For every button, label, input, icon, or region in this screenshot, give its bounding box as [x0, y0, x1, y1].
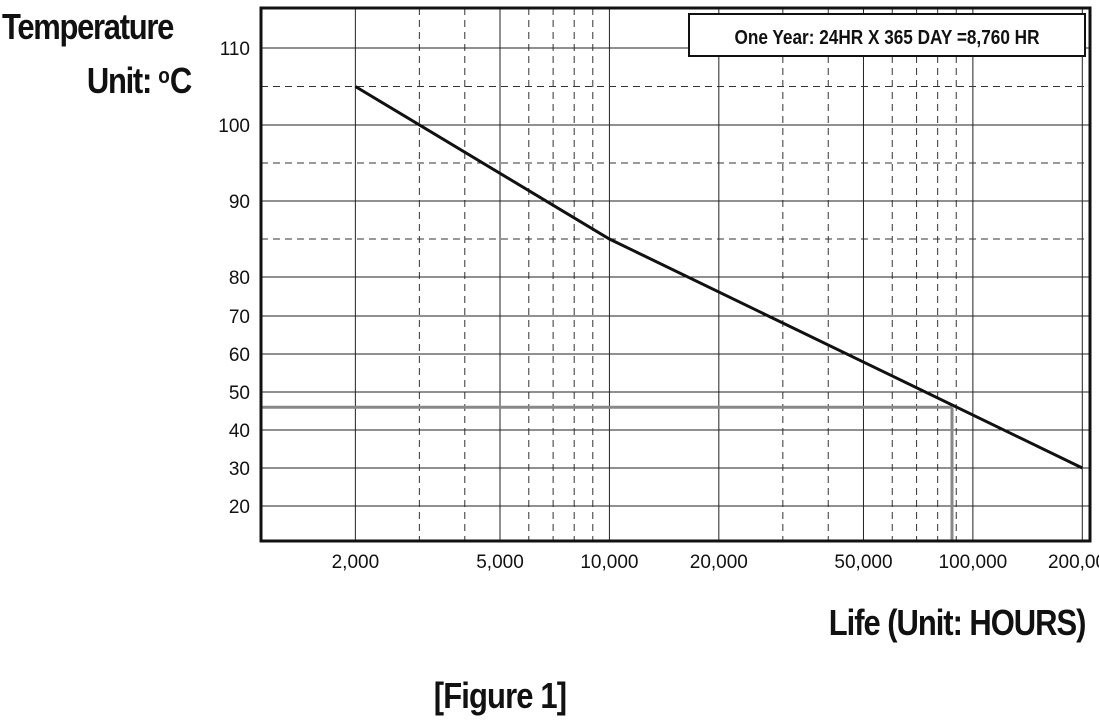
y-tick-label: 30 — [229, 459, 250, 480]
y-axis-unit-suffix: C — [169, 60, 192, 101]
y-tick-label: 60 — [229, 345, 250, 366]
x-tick-label: 50,000 — [834, 552, 892, 573]
y-tick-label: 70 — [229, 307, 250, 328]
y-tick-label: 110 — [220, 39, 250, 60]
series-layer — [354, 85, 1083, 470]
figure-caption: [Figure 1] — [433, 675, 567, 716]
degree-symbol: o — [158, 63, 170, 88]
plot-frame — [259, 6, 1092, 543]
x-tick-label: 20,000 — [690, 552, 748, 573]
y-tick-label: 40 — [229, 421, 250, 442]
y-tick-label: 80 — [229, 268, 250, 289]
grid — [261, 8, 1090, 541]
y-tick-label: 50 — [229, 383, 250, 404]
annotation-box: One Year: 24HR X 365 DAY =8,760 HR — [688, 13, 1086, 57]
x-tick-label: 2,000 — [332, 552, 380, 573]
y-axis-unit-prefix: Unit: — [87, 60, 159, 101]
x-tick-label: 200,000 — [1048, 552, 1099, 573]
y-tick-label: 90 — [229, 192, 250, 213]
x-tick-label: 10,000 — [580, 552, 638, 573]
x-tick-label: 5,000 — [476, 552, 524, 573]
x-tick-label: 100,000 — [939, 552, 1008, 573]
reference-lines — [261, 405, 954, 541]
annotation-text: One Year: 24HR X 365 DAY =8,760 HR — [735, 26, 1040, 49]
y-tick-label: 100 — [218, 116, 250, 137]
y-tick-labels: 20 30 40 50 60 70 80 90 100 110 — [218, 39, 250, 518]
series-line — [354, 85, 1083, 470]
y-tick-label: 20 — [229, 497, 250, 518]
x-axis-title: Life (Unit: HOURS) — [828, 602, 1086, 643]
annotation-frame — [688, 13, 1086, 57]
x-tick-labels: 2,000 5,000 10,000 20,000 50,000 100,000 200,0… — [332, 552, 1099, 573]
y-axis-title: Temperature — [2, 6, 174, 47]
y-axis-unit: Unit: oC — [87, 60, 192, 102]
